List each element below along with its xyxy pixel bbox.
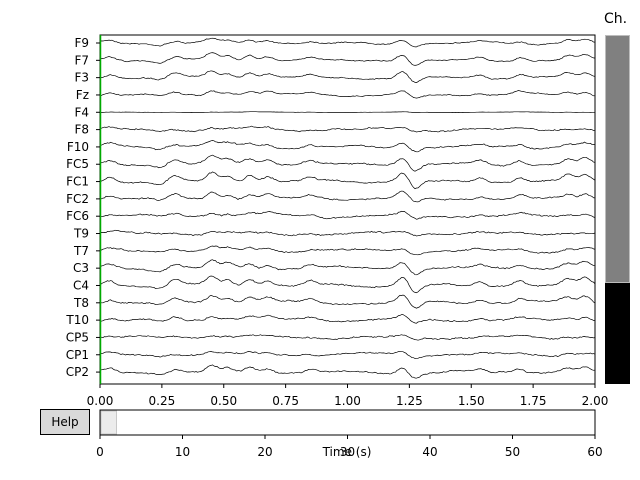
channel-label-cp5[interactable]: CP5 [66,330,89,344]
channel-label-f9[interactable]: F9 [74,36,89,50]
trace-c3 [99,259,596,276]
trace-f4 [99,111,595,113]
overview-tick-label: 0 [96,445,104,459]
channel-label-f8[interactable]: F8 [74,123,89,137]
x-tick-label: 0.50 [210,394,237,408]
trace-f10 [99,140,596,153]
channel-label-f10[interactable]: F10 [67,140,89,154]
main-plot-frame [99,34,596,385]
channel-label-t9[interactable]: T9 [73,227,89,241]
trace-f7 [99,52,596,66]
overview-tick-label: 10 [175,445,190,459]
x-tick-label: 1.00 [334,394,361,408]
channel-label-f4[interactable]: F4 [74,105,89,119]
overview-tick-label: 60 [587,445,602,459]
trace-fc6 [99,210,596,220]
overview-xlabel: Time (s) [322,445,372,459]
overview-tick-label: 40 [422,445,437,459]
channel-label-fc6[interactable]: FC6 [66,209,89,223]
channel-label-fc5[interactable]: FC5 [66,157,89,171]
x-tick-label: 1.25 [396,394,423,408]
trace-c4 [99,275,596,294]
main-x-axis: 0.00 0.25 0.50 0.75 1.00 1.25 1.50 1.75 2.00 [87,384,609,408]
channel-label-fc1[interactable]: FC1 [66,175,89,189]
eeg-traces [99,37,596,379]
channel-label-cp1[interactable]: CP1 [66,348,89,362]
trace-f9 [99,37,596,48]
trace-t7 [99,245,596,256]
trace-cp5 [99,334,596,341]
trace-t8 [99,294,596,309]
channel-label-fz[interactable]: Fz [76,88,89,102]
trace-t10 [99,314,596,324]
overview-x-axis: 0 10 20 30 40 50 60 [96,435,603,459]
x-tick-label: 1.75 [520,394,547,408]
overview-window-indicator[interactable] [100,410,117,435]
overview-tick-label: 30 [340,445,355,459]
channel-label-fc2[interactable]: FC2 [66,192,89,206]
help-button[interactable]: Help [40,409,90,435]
trace-cp2 [99,364,596,379]
channel-labels: F9 F7 F3 Fz F4 F8 F10 FC5 FC1 FC2 FC6 T9 T7 C3 C4 T8 T10… [65,36,100,379]
x-tick-label: 0.75 [272,394,299,408]
channel-label-t7[interactable]: T7 [73,244,89,258]
channel-label-cp2[interactable]: CP2 [66,365,89,379]
trace-fc5 [99,154,596,172]
overview-tick-label: 50 [505,445,520,459]
channel-label-c3[interactable]: C3 [73,261,89,275]
overview-bar[interactable] [99,409,596,436]
trace-fc2 [99,190,596,203]
overview-tick-label: 20 [257,445,272,459]
x-tick-label: 1.50 [458,394,485,408]
trace-t9 [99,229,596,237]
channel-label-c4[interactable]: C4 [73,278,89,292]
channel-label-t8[interactable]: T8 [73,296,89,310]
channel-label-f3[interactable]: F3 [74,71,89,85]
x-tick-label: 0.00 [87,394,114,408]
trace-fz [99,90,595,99]
trace-cp1 [99,350,596,359]
trace-f3 [99,70,596,83]
channel-label-f7[interactable]: F7 [74,53,89,67]
trace-fc1 [99,171,596,190]
trace-f8 [99,125,596,133]
channel-scrollbar-thumb[interactable] [605,35,630,283]
channel-label-t10[interactable]: T10 [65,313,89,327]
x-tick-label: 2.00 [582,394,609,408]
x-tick-label: 0.25 [149,394,176,408]
channel-scroll-title: Ch. [604,11,628,27]
